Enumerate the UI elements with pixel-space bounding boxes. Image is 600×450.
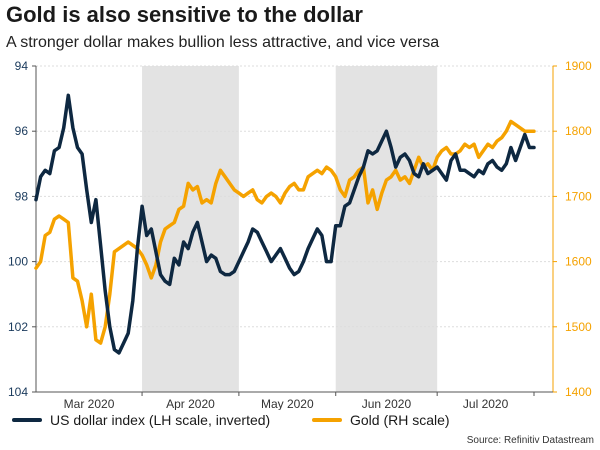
chart-area: 94 96 98 100 102 104 1400 1500 1600 1700 1800 1900 M… <box>8 59 592 410</box>
series-line-dollar <box>34 93 536 355</box>
shaded-regions <box>142 66 438 392</box>
left-tick-label: 96 <box>15 124 29 138</box>
legend: US dollar index (LH scale, inverted) Gol… <box>0 412 600 434</box>
right-tick-label: 1800 <box>565 124 592 138</box>
x-tick-label: Jul 2020 <box>463 397 509 410</box>
source-note: Source: Refinitiv Datastream <box>466 435 594 446</box>
right-tick-label: 1400 <box>565 385 592 399</box>
shaded-band-2 <box>335 66 438 392</box>
left-tick-label: 100 <box>8 255 28 269</box>
series-line-gold <box>34 119 536 345</box>
left-tick-label: 94 <box>15 59 29 73</box>
chart-title: Gold is also sensitive to the dollar <box>6 2 363 27</box>
legend-item-gold: Gold (RH scale) <box>312 412 450 428</box>
series-lines <box>34 93 536 355</box>
legend-swatch-dollar <box>12 418 42 422</box>
right-tick-label: 1500 <box>565 320 592 334</box>
legend-swatch-gold <box>312 418 342 422</box>
right-tick-label: 1900 <box>565 59 592 73</box>
x-tick-label: Apr 2020 <box>166 397 215 410</box>
legend-label-dollar: US dollar index (LH scale, inverted) <box>50 412 271 428</box>
shaded-band-1 <box>142 66 239 392</box>
left-tick-label: 104 <box>8 385 28 399</box>
chart-subtitle: A stronger dollar makes bullion less att… <box>6 34 440 51</box>
left-tick-label: 102 <box>8 320 28 334</box>
x-tick-label: May 2020 <box>261 397 314 410</box>
x-tick-label: Jun 2020 <box>362 397 412 410</box>
legend-label-gold: Gold (RH scale) <box>350 412 450 428</box>
x-tick-label: Mar 2020 <box>64 397 115 410</box>
axes: 94 96 98 100 102 104 1400 1500 1600 1700 1800 1900 M… <box>8 59 592 410</box>
legend-item-dollar: US dollar index (LH scale, inverted) <box>12 412 270 428</box>
right-tick-label: 1600 <box>565 255 592 269</box>
right-tick-label: 1700 <box>565 189 592 203</box>
left-tick-label: 98 <box>15 189 29 203</box>
